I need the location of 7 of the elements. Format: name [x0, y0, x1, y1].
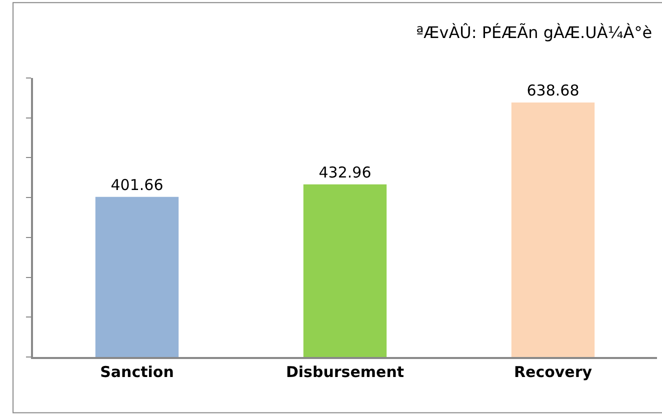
data-label: 401.66 — [110, 176, 164, 194]
x-tick-label: Sanction — [100, 363, 174, 381]
data-label: 638.68 — [526, 81, 580, 100]
x-tick-label: Disbursement — [286, 363, 404, 381]
x-tick-label: Recovery — [514, 363, 592, 381]
chart-title: ªÆvÀÛ: PÉÆÃn gÀÆ.UÀ¼À°è — [416, 23, 652, 42]
data-label: 432.96 — [318, 163, 372, 182]
